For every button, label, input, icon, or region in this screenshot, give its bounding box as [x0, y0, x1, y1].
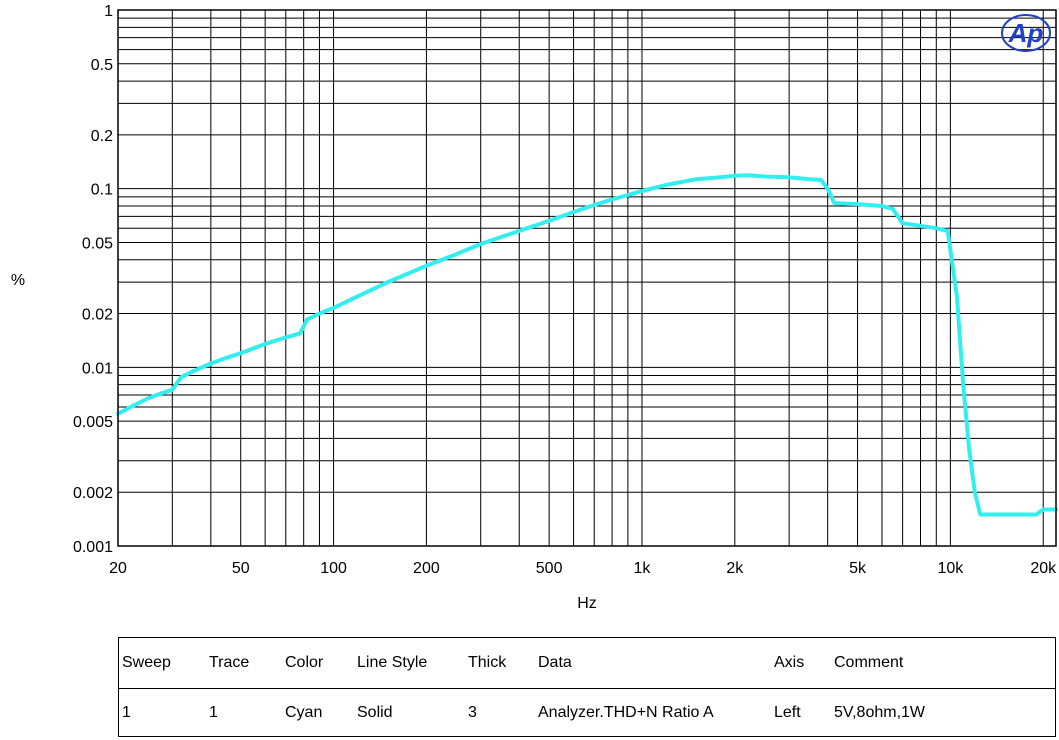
x-tick-label: 500	[536, 560, 563, 577]
thd-plot: 20 50 100 200 500 1k 2k 5k 10k 20k 1 0.5 0.2 0.1 0.05 0…	[11, 3, 1058, 612]
legend-cell-data: Analyzer.THD+N Ratio A	[538, 704, 714, 721]
legend-header-color: Color	[285, 654, 324, 671]
x-tick-label: 5k	[849, 560, 867, 577]
ap-logo: Ap	[1001, 14, 1051, 52]
legend-header-thick: Thick	[468, 654, 507, 671]
legend-header-axis: Axis	[774, 654, 805, 671]
grid-lines	[118, 10, 1056, 546]
legend-cell-trace: 1	[209, 704, 218, 721]
ap-logo-ring	[1001, 14, 1051, 52]
x-tick-label: 200	[413, 560, 440, 577]
legend-header-comment: Comment	[834, 654, 904, 671]
x-axis-label: Hz	[577, 595, 597, 612]
x-tick-label: 2k	[726, 560, 744, 577]
legend-cell-line-style: Solid	[357, 704, 393, 721]
legend-header-sweep: Sweep	[122, 654, 171, 671]
series-group	[116, 173, 1058, 517]
x-tick-label: 50	[232, 560, 250, 577]
legend-header-data: Data	[538, 654, 572, 671]
y-tick-label: 0.02	[82, 307, 113, 324]
y-tick-label: 0.5	[91, 57, 113, 74]
x-tick-label: 20	[109, 560, 127, 577]
legend-cell-comment: 5V,8ohm,1W	[834, 704, 926, 721]
tick-labels: 20 50 100 200 500 1k 2k 5k 10k 20k 1 0.5 0.2 0.1 0.05 0…	[73, 3, 1057, 577]
y-axis-label: %	[11, 272, 25, 289]
x-tick-label: 1k	[634, 560, 652, 577]
y-tick-label: 0.001	[73, 539, 113, 556]
legend-cell-thick: 3	[468, 704, 477, 721]
y-tick-label: 0.05	[82, 235, 113, 252]
legend-header-line-style: Line Style	[357, 654, 428, 671]
plot-frame	[117, 9, 1057, 547]
legend-cell-sweep: 1	[122, 704, 131, 721]
y-tick-label: 0.1	[91, 182, 113, 199]
y-tick-label: 0.002	[73, 485, 113, 502]
x-tick-label: 10k	[937, 560, 964, 577]
y-tick-label: 0.01	[82, 360, 113, 377]
legend-header-trace: Trace	[209, 654, 250, 671]
legend-table: Sweep Trace Color Line Style Thick Data …	[118, 637, 1056, 737]
series-line	[116, 173, 1058, 517]
y-tick-label: 0.005	[73, 414, 113, 431]
legend-data-row: 1 1 Cyan Solid 3 Analyzer.THD+N Ratio A …	[119, 688, 1055, 738]
legend-cell-color: Cyan	[285, 704, 323, 721]
ap-logo-text: Ap	[1008, 18, 1044, 48]
y-tick-label: 0.2	[91, 128, 113, 145]
x-tick-label: 20k	[1030, 560, 1057, 577]
x-tick-label: 100	[320, 560, 347, 577]
legend-cell-axis: Left	[774, 704, 801, 721]
legend-header-row: Sweep Trace Color Line Style Thick Data …	[119, 638, 1055, 689]
y-tick-label: 1	[104, 3, 113, 20]
